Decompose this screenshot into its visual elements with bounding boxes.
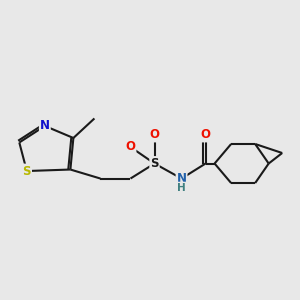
Text: N: N: [40, 119, 50, 133]
Text: S: S: [150, 157, 159, 170]
Text: S: S: [22, 164, 31, 178]
Text: O: O: [149, 128, 160, 142]
Text: N: N: [176, 172, 187, 185]
Text: O: O: [125, 140, 136, 154]
Text: H: H: [177, 183, 186, 193]
Text: O: O: [201, 128, 211, 142]
